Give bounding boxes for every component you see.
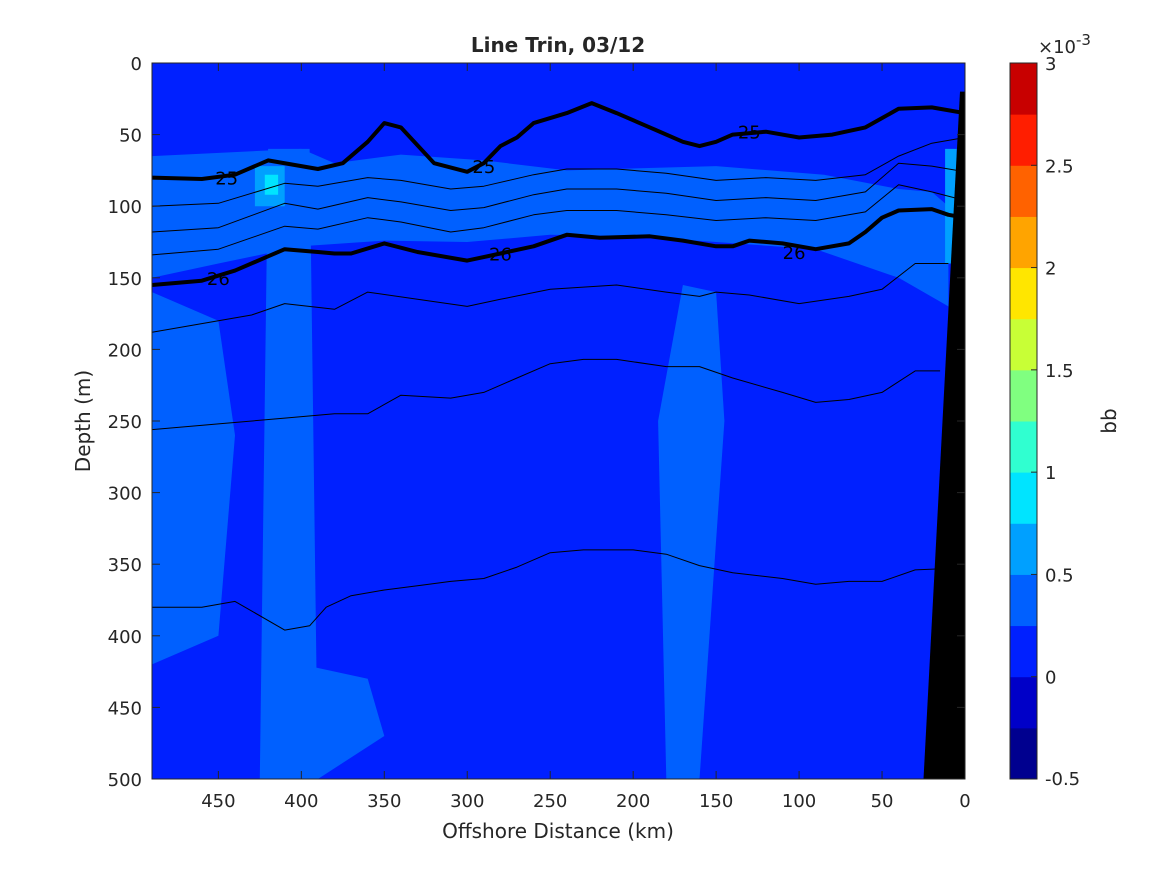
x-tick-label-250: 250 [533,791,567,812]
y-tick-label-0: 0 [131,54,142,75]
colorbar-tick-label-1: 1 [1045,463,1056,484]
y-tick-label-450: 450 [108,698,142,719]
colorbar-swatch-5 [1010,523,1037,575]
colorbar-swatch-12 [1010,165,1037,217]
level-region-5 [284,664,385,779]
x-tick-label-0: 0 [959,791,970,812]
y-tick-label-50: 50 [119,126,142,147]
x-tick-label-100: 100 [782,791,816,812]
colorbar-label: bb [1097,408,1121,433]
isopycnal-label-26-2: 26 [489,244,512,265]
colorbar-exponent: ×10-3 [1038,31,1091,58]
level-region-1 [152,148,949,307]
colorbar-tick-label--0.5: -0.5 [1045,769,1080,790]
colorbar-swatch-13 [1010,114,1037,166]
colorbar-swatch-14 [1010,63,1037,115]
y-tick-label-500: 500 [108,770,142,791]
isopycnal-label-25-3: 25 [738,123,761,144]
colorbar-swatch-1 [1010,727,1037,780]
colorbar-tick-label-3: 3 [1045,54,1056,75]
isopycnal-label-26-1: 26 [207,269,230,290]
colorbar: -0.5 0 0.5 1 1.5 2 2.5 3 [1009,54,1080,790]
colorbar-swatch-9 [1010,318,1037,371]
colorbar-tick-label-0: 0 [1045,668,1056,689]
y-tick-label-250: 250 [108,412,142,433]
colorbar-tick-label-1.5: 1.5 [1045,361,1074,382]
x-tick-label-50: 50 [871,791,894,812]
x-tick-label-200: 200 [616,791,650,812]
colorbar-swatch-11 [1010,216,1037,269]
level-region-7 [264,174,279,195]
colorbar-swatch-7 [1010,421,1037,473]
y-tick-label-150: 150 [108,269,142,290]
isopycnal-25 [152,101,965,181]
isopycnal-label-25-1: 25 [215,169,238,190]
x-tick-label-300: 300 [450,791,484,812]
colorbar-swatch-2 [1010,676,1037,729]
colorbar-swatch-10 [1010,267,1037,320]
level-region-2 [259,148,318,779]
level-region-4 [152,292,235,665]
y-axis-label: Depth (m) [71,370,95,472]
isopycnal-thin-3 [152,162,965,233]
colorbar-swatch-6 [1010,472,1037,524]
isopycnal-thin-2 [152,137,965,207]
isopycnal-label-25-2: 25 [472,157,495,178]
isopycnal-26 [152,207,965,287]
colorbar-swatch-8 [1010,369,1037,422]
isopycnal-thin-6 [152,263,949,333]
level-region-3 [658,285,725,779]
colorbar-swatch-4 [1010,574,1037,627]
colorbar-swatch-3 [1010,625,1037,678]
y-tick-label-300: 300 [108,484,142,505]
y-tick-label-400: 400 [108,627,142,648]
colorbar-tick-label-2: 2 [1045,259,1056,280]
y-tick-label-350: 350 [108,555,142,576]
isopycnal-thin-8 [152,549,949,631]
seafloor-mask [923,91,965,779]
x-axis-label: Offshore Distance (km) [442,819,674,843]
y-tick-label-100: 100 [108,197,142,218]
colorbar-frame [1009,62,1038,780]
y-tick-label-200: 200 [108,340,142,361]
isopycnal-thin-4 [152,184,965,256]
isopycnal-label-26-3: 26 [783,243,806,264]
x-tick-label-400: 400 [284,791,318,812]
colorbar-tick-label-2.5: 2.5 [1045,156,1074,177]
isopycnal-thin-7 [152,358,941,431]
x-tick-label-450: 450 [201,791,235,812]
colorbar-tick-label-0.5: 0.5 [1045,565,1074,586]
x-tick-label-150: 150 [699,791,733,812]
chart-title: Line Trin, 03/12 [471,33,645,57]
x-tick-label-350: 350 [367,791,401,812]
